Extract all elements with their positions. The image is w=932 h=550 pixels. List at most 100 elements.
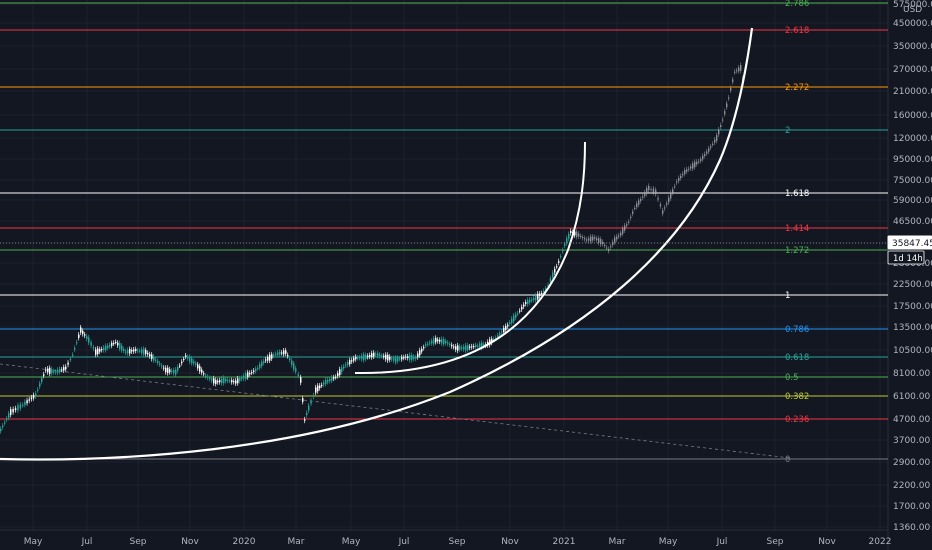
candle-body [59, 368, 61, 372]
candle-body [131, 350, 133, 352]
candle-body [640, 199, 642, 201]
candle-body [393, 358, 395, 361]
fib-level-label: 1.272 [785, 246, 809, 256]
candle-body [35, 393, 37, 397]
candle-body [295, 368, 297, 372]
candle-body [411, 355, 413, 361]
candle-body [363, 354, 365, 361]
candle-body [475, 345, 477, 347]
candle-body [237, 378, 239, 384]
candle-body [133, 349, 135, 352]
candle-body [600, 239, 602, 245]
candle-body [718, 129, 720, 135]
time-tick-label: Sep [449, 537, 466, 547]
candle-body [525, 302, 527, 304]
candle-body [655, 189, 657, 195]
candle-body [682, 173, 684, 176]
candle-body [712, 143, 714, 145]
price-tick-label: 8100.00 [893, 369, 930, 379]
candle-body [503, 327, 505, 333]
candle-body [351, 360, 353, 362]
candle-body [86, 336, 88, 339]
candle-body [349, 360, 351, 365]
candle-body [74, 348, 76, 350]
candle-body [698, 161, 700, 163]
candle-body [185, 355, 187, 357]
candle-body [659, 204, 662, 207]
candle-body [69, 359, 72, 361]
candle-body [65, 366, 67, 370]
candle-body [201, 369, 203, 373]
candle-body [477, 345, 479, 347]
candle-body [310, 400, 312, 404]
candle-body [634, 207, 636, 209]
candle-body [722, 119, 724, 121]
candle-body [141, 349, 143, 354]
candle-body [337, 373, 339, 377]
candle-body [672, 189, 674, 193]
candle-body [568, 233, 570, 239]
candle-body [570, 230, 572, 234]
candle-body [425, 344, 427, 346]
candle-body [161, 365, 163, 367]
candle-body [541, 293, 543, 295]
price-tick-label: 1700.00 [893, 502, 930, 512]
candle-body [302, 398, 304, 402]
candle-body [267, 356, 269, 361]
candle-body [113, 342, 115, 344]
candle-body [578, 233, 580, 237]
candle-body [205, 375, 207, 377]
candle-body [704, 154, 706, 156]
candle-body [39, 383, 41, 387]
price-tick-label: 22500.00 [893, 280, 932, 290]
candle-body [117, 342, 119, 346]
candle-body [157, 361, 159, 363]
candle-body [427, 343, 429, 345]
time-tick-label: Sep [130, 537, 147, 547]
fib-level-label: 1 [785, 291, 790, 301]
price-tick-label: 270000.00 [893, 65, 932, 75]
candle-body [193, 361, 195, 364]
candle-body [688, 168, 690, 170]
fib-level-label: 0.382 [785, 392, 809, 402]
candle-body [213, 378, 215, 384]
candle-body [333, 377, 335, 379]
fib-level-label: 2.618 [785, 26, 809, 36]
candle-body [531, 299, 533, 301]
candle-body [37, 389, 39, 391]
price-axis[interactable]: 575000.00 450000.00 350000.00 270000.00 2100… [893, 0, 932, 533]
candle-body [197, 364, 199, 369]
candle-body [289, 358, 291, 360]
candle-body [419, 350, 421, 356]
candle-body [215, 380, 217, 384]
currency-label: USD [903, 5, 922, 15]
candle-body [253, 370, 255, 372]
candle-body [499, 332, 501, 336]
candle-body [403, 357, 405, 359]
candle-body [505, 326, 507, 330]
time-axis[interactable]: May Jul Sep Nov 2020 Mar May Jul Sep Nov 2021 Mar Ma… [24, 537, 892, 547]
candle-body [103, 347, 105, 351]
candle-body [624, 225, 626, 231]
candle-body [319, 385, 321, 389]
candle-body [586, 239, 588, 241]
candle-body [501, 331, 503, 333]
price-tick-label: 6100.00 [893, 392, 930, 402]
candle-body [459, 346, 461, 350]
candle-body [399, 358, 401, 360]
candle-body [429, 342, 431, 344]
candle-body [99, 349, 101, 352]
candle-body [233, 381, 235, 383]
candle-body [139, 350, 141, 352]
candle-body [179, 365, 181, 367]
candle-body [283, 350, 285, 355]
candle-body [223, 377, 225, 384]
candle-body [275, 353, 277, 355]
candle-body [479, 343, 481, 348]
candle-body [273, 354, 275, 356]
candle-body [245, 373, 247, 379]
candle-body [41, 378, 43, 382]
candle-body [401, 357, 403, 360]
countdown-tag: 1d 14h [887, 250, 925, 265]
